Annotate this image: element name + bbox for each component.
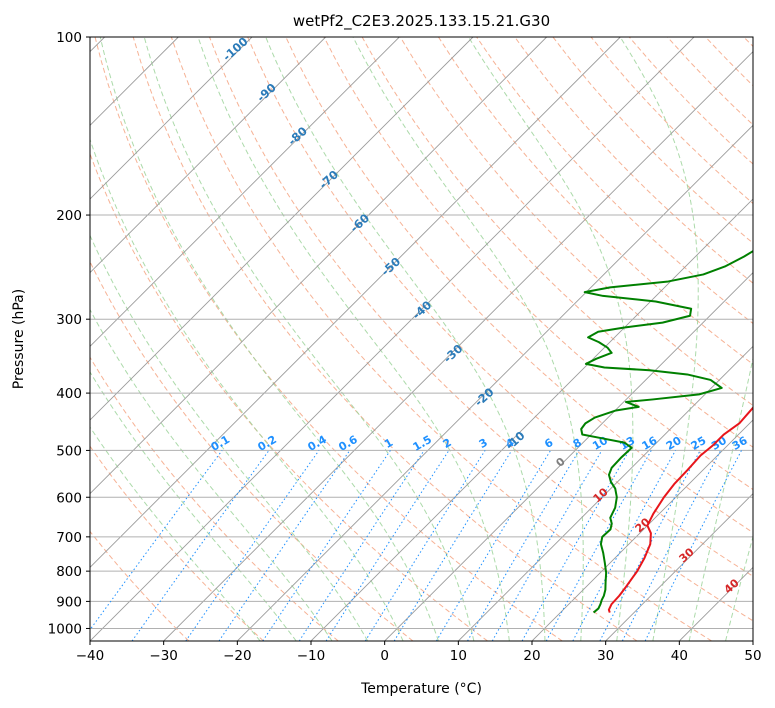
- isotherm-line: [310, 198, 753, 641]
- moist-adiabat-line: [90, 308, 333, 641]
- moist-adiabat-line: [90, 234, 369, 641]
- isotherm-line: [605, 493, 753, 641]
- dry-adiabat-line: [247, 37, 753, 577]
- chart-title: wetPf2_C2E3.2025.133.15.21.G30: [293, 12, 550, 31]
- x-tick-label: 0: [380, 648, 389, 664]
- y-axis-label: Pressure (hPa): [11, 289, 27, 389]
- dry-adiabat-line: [514, 37, 753, 284]
- mixing-ratio-line: [298, 450, 425, 641]
- y-tick-label: 400: [56, 386, 82, 402]
- moist-adiabat-line: [99, 37, 439, 641]
- y-tick-label: 500: [56, 443, 82, 459]
- y-tick-label: 300: [56, 312, 82, 328]
- dry-adiabat-line: [90, 356, 339, 641]
- x-tick-label: 40: [671, 648, 688, 664]
- temperature-profile-line: [607, 406, 753, 613]
- mixing-ratio-line: [262, 450, 391, 641]
- dry-adiabat-line: [170, 37, 712, 641]
- isotherm-line: [90, 37, 474, 421]
- profile-lines: [580, 249, 753, 614]
- x-tick-label: 30: [597, 648, 614, 664]
- mixing-ratio-line: [90, 450, 223, 631]
- dry-adiabat-line: [90, 152, 488, 641]
- mixing-ratio-line: [131, 450, 270, 641]
- x-tick-label: −10: [297, 648, 326, 664]
- mixing-ratio-line: [621, 450, 722, 641]
- x-tick-label: −40: [76, 648, 105, 664]
- dry-adiabat-line: [132, 37, 638, 641]
- axes: −40 −30 −20 −10 0 10 20 30 40 50 100 200 300 400 500 60…: [48, 30, 762, 664]
- mixing-ratio-line: [545, 450, 652, 641]
- dry-adiabat-line: [399, 37, 753, 407]
- dewpoint-profile-line: [580, 249, 753, 614]
- dry-adiabat-line: [94, 37, 563, 641]
- y-tick-label: 800: [56, 564, 82, 580]
- isotherm-line: [90, 37, 326, 274]
- isotherm-line: [90, 37, 695, 641]
- x-tick-label: −30: [149, 648, 178, 664]
- moist-adiabat-line: [265, 37, 546, 641]
- mixing-ratio-line: [325, 450, 450, 641]
- mixing-ratio-line: [185, 450, 320, 641]
- mixing-ratio-line: [393, 450, 513, 641]
- y-tick-label: 900: [56, 594, 82, 610]
- plot-frame: [89, 36, 754, 642]
- isotherm-line: [90, 37, 547, 495]
- moist-adiabat-line: [143, 37, 475, 641]
- isotherm-line: [237, 124, 753, 641]
- y-tick-label: 600: [56, 490, 82, 506]
- x-axis-label: Temperature (°C): [360, 681, 482, 697]
- mixing-ratio-line: [644, 450, 742, 641]
- isotherm-line: [163, 51, 753, 641]
- background-lines: [90, 37, 753, 641]
- y-tick-label: 1000: [48, 621, 82, 637]
- dry-adiabat-line: [90, 445, 264, 641]
- dry-adiabat-line: [209, 37, 753, 622]
- mixing-ratio-line: [218, 450, 351, 641]
- x-tick-label: 10: [450, 648, 467, 664]
- plot-background: [90, 37, 753, 641]
- x-tick-label: 20: [523, 648, 540, 664]
- moist-adiabat-line: [90, 426, 261, 641]
- y-tick-label: 200: [56, 208, 82, 224]
- isotherm-line: [90, 37, 621, 568]
- isotherm-line: [531, 419, 753, 641]
- y-tick-label: 700: [56, 530, 82, 546]
- moist-adiabat-line: [197, 37, 510, 641]
- mixing-ratio-line: [572, 450, 676, 641]
- dry-adiabat-line: [90, 530, 190, 641]
- isotherm-line: [90, 37, 253, 200]
- isotherm-line: [384, 272, 753, 641]
- moist-adiabat-line: [619, 37, 699, 641]
- y-tick-label: 100: [56, 30, 82, 46]
- moist-adiabat-line: [725, 535, 753, 641]
- moist-adiabat-line: [352, 37, 584, 641]
- mixing-ratio-line: [521, 450, 630, 641]
- isotherm-line: [90, 37, 400, 347]
- dry-adiabat-line: [323, 37, 753, 491]
- x-tick-label: 50: [744, 648, 761, 664]
- dry-adiabat-line: [438, 37, 753, 365]
- isotherm-line: [458, 345, 753, 641]
- moist-adiabat-line: [90, 137, 404, 641]
- x-tick-label: −20: [223, 648, 252, 664]
- moist-adiabat-line: [688, 356, 753, 641]
